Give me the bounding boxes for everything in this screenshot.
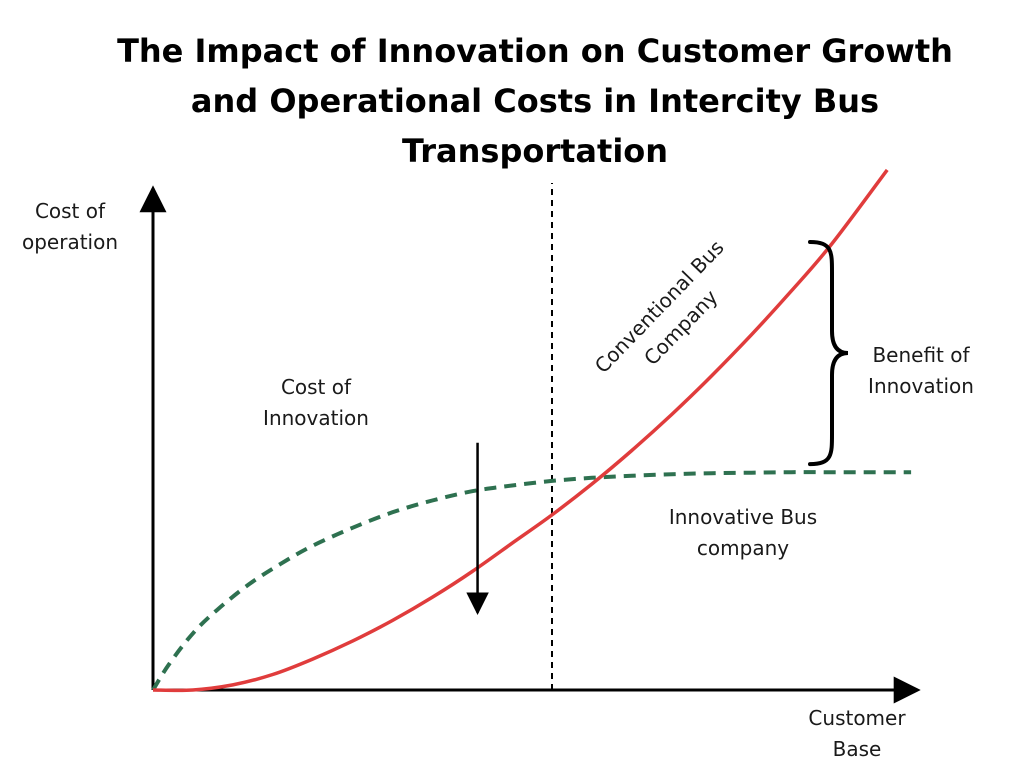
innovative-bus-company-line: [151, 470, 912, 692]
innovative-label-line-2: company: [697, 536, 789, 560]
cost-of-innovation-label-line-1: Cost of: [281, 375, 352, 399]
chart-title-line-2: and Operational Costs in Intercity Bus: [191, 82, 879, 120]
y-axis-label-line-2: operation: [22, 230, 118, 254]
x-axis-label-line-1: Customer: [808, 706, 906, 730]
chart-title-line-3: Transportation: [402, 132, 668, 170]
x-axis-label-line-2: Base: [833, 737, 882, 761]
chart-title-line-1: The Impact of Innovation on Customer Gro…: [117, 32, 953, 70]
innovative-label-line-1: Innovative Bus: [669, 505, 817, 529]
benefit-of-innovation-label-line-2: Innovation: [868, 374, 974, 398]
conventional-bus-company-label: Conventional Bus Company: [590, 235, 729, 378]
conventional-bus-company-line: [152, 168, 889, 693]
benefit-of-innovation-label-line-1: Benefit of: [872, 343, 970, 367]
benefit-of-innovation-brace: [808, 239, 849, 467]
cost-of-innovation-label-line-2: Innovation: [263, 406, 369, 430]
y-axis-label-line-1: Cost of: [35, 199, 106, 223]
